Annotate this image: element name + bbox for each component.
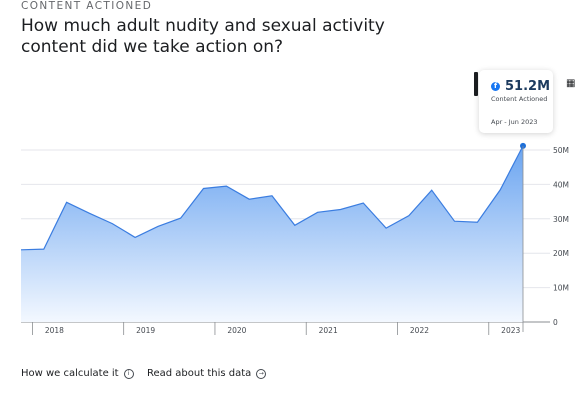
- chart-title: How much adult nudity and sexual activit…: [21, 16, 385, 57]
- y-tick-label: 40M: [553, 180, 569, 189]
- y-tick-label: 50M: [553, 146, 569, 155]
- arrow-right-icon: →: [256, 368, 267, 379]
- facebook-icon: f: [491, 82, 500, 91]
- how-we-calculate-link[interactable]: How we calculate it i: [21, 368, 134, 379]
- y-tick-label: 20M: [553, 249, 569, 258]
- data-tooltip: f 51.2M Content Actioned Apr - Jun 2023: [479, 70, 553, 133]
- info-icon: i: [123, 368, 134, 379]
- series-area: [21, 145, 523, 322]
- series-line: [20, 145, 524, 251]
- read-about-data-link[interactable]: Read about this data →: [147, 368, 267, 379]
- tooltip-label: Content Actioned: [491, 95, 548, 103]
- tooltip-date: Apr - Jun 2023: [491, 118, 538, 126]
- x-tick-label: 2018: [45, 326, 64, 335]
- read-about-data-label: Read about this data: [147, 368, 252, 379]
- table-view-icon[interactable]: ▦: [566, 78, 576, 89]
- y-tick-label: 0: [553, 318, 558, 327]
- x-tick-label: 2021: [319, 326, 338, 335]
- y-tick-label: 10M: [553, 284, 569, 293]
- tooltip-marker-bar: [474, 72, 478, 96]
- how-we-calculate-label: How we calculate it: [21, 368, 119, 379]
- section-eyebrow: CONTENT ACTIONED: [21, 0, 153, 12]
- x-tick-label: 2020: [227, 326, 246, 335]
- x-tick-label: 2023: [501, 326, 520, 335]
- x-tick-label: 2019: [136, 326, 155, 335]
- tooltip-value: 51.2M: [505, 79, 551, 94]
- y-tick-label: 30M: [553, 215, 569, 224]
- x-tick-label: 2022: [410, 326, 429, 335]
